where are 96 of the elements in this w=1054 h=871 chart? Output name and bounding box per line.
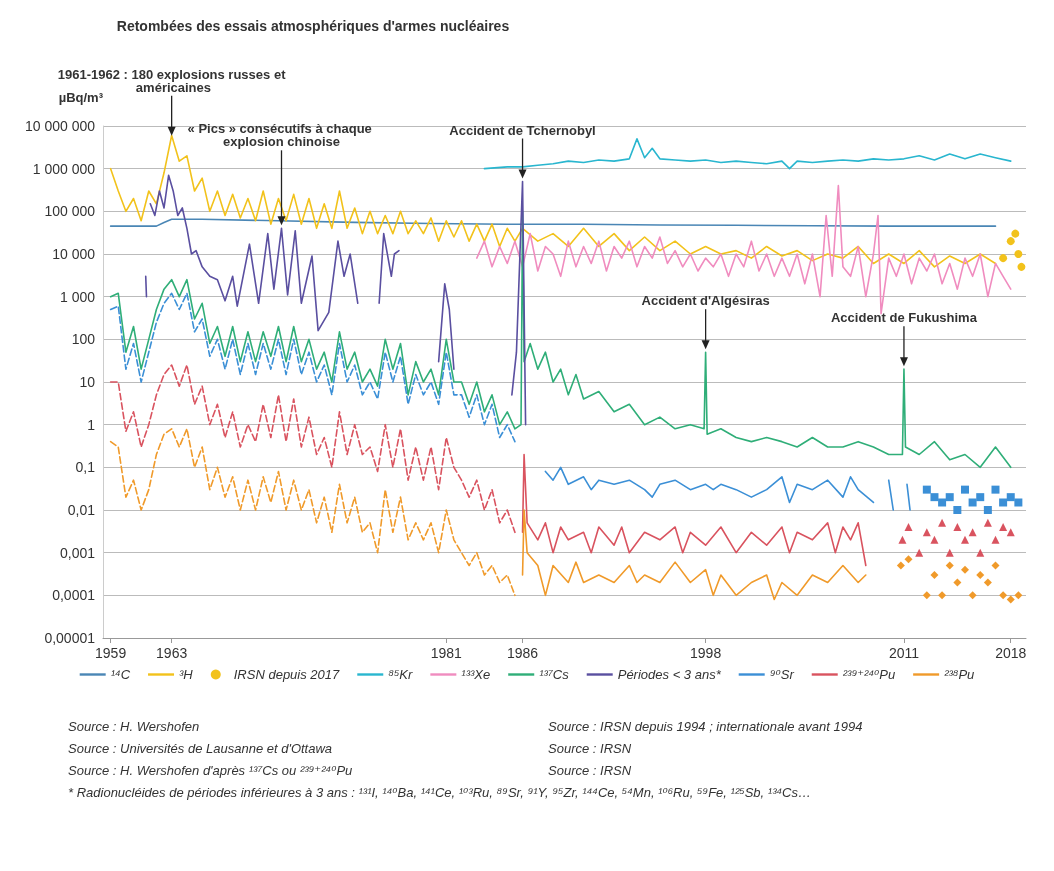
point	[968, 591, 977, 600]
point	[1006, 237, 1015, 246]
line-series	[109, 292, 516, 443]
point	[1006, 493, 1015, 502]
legend-label: IRSN depuis 2017	[233, 667, 341, 682]
point	[904, 555, 913, 564]
legend-label: Périodes < 3 ans*	[617, 667, 722, 682]
point	[968, 528, 977, 537]
point	[953, 522, 962, 531]
y-tick-label: 10 000 000	[24, 118, 96, 134]
y-tick-label: 10 000	[52, 246, 96, 262]
point	[983, 578, 992, 587]
y-tick-label: 100 000	[44, 203, 96, 220]
point	[945, 493, 954, 502]
point	[1011, 229, 1020, 238]
point	[1014, 498, 1023, 507]
source-note: Source : H. Wershofen	[68, 719, 200, 734]
point	[898, 535, 907, 544]
point	[1017, 262, 1026, 271]
point	[976, 493, 985, 502]
annotation: Accident de Tchernobyl	[449, 122, 596, 138]
line-series	[521, 453, 867, 567]
y-tick-label: 0,001	[59, 544, 96, 561]
source-note: Source : H. Wershofen d'après ¹³⁷Cs ou ²³⁹⁺²⁴⁰Pu	[68, 763, 353, 778]
legend-label: ¹³³Xe	[461, 667, 491, 682]
point	[922, 485, 931, 494]
source-note: Source : IRSN	[548, 763, 632, 778]
point	[953, 578, 962, 587]
source-note: Source : IRSN	[548, 741, 632, 756]
point	[938, 591, 947, 600]
point	[953, 506, 962, 514]
legend-label: ³H	[179, 667, 194, 682]
line-series	[483, 138, 1012, 170]
y-tick-label: 10	[79, 374, 96, 390]
legend-label: ⁸⁵Kr	[388, 667, 414, 682]
legend-label: ²³⁸Pu	[944, 667, 975, 682]
point	[1014, 250, 1023, 258]
y-tick-label: 0,01	[67, 502, 96, 518]
point	[976, 548, 985, 557]
point	[904, 522, 913, 531]
point	[960, 535, 969, 544]
point	[915, 548, 924, 557]
point	[945, 561, 954, 570]
point	[930, 535, 939, 544]
y-tick-label: 1 000 000	[32, 160, 96, 177]
x-tick-label: 1981	[430, 645, 463, 661]
line-series	[109, 428, 516, 597]
x-tick-label: 2018	[995, 645, 1027, 661]
y-tick-label: 0,0001	[52, 587, 96, 604]
point	[1014, 591, 1023, 600]
annotation: Accident de Fukushima	[830, 310, 978, 326]
y-tick-label: 1 000	[59, 288, 96, 305]
annotation: « Pics » consécutifs à chaque explosion chinoise	[187, 121, 376, 150]
point	[999, 522, 1008, 531]
point	[930, 493, 939, 502]
legend-label: ⁹⁰Sr	[769, 667, 795, 682]
point	[999, 254, 1008, 263]
point	[968, 498, 977, 507]
annotation: Accident d'Algésiras	[641, 293, 770, 309]
x-tick-label: 1986	[506, 645, 539, 661]
point	[945, 548, 954, 557]
point	[983, 518, 992, 527]
point	[991, 485, 1000, 494]
x-tick-label: 1963	[156, 645, 188, 661]
y-tick-label: 0,00001	[44, 630, 96, 646]
y-tick-label: 0,1	[75, 459, 96, 476]
legend-label: ¹³⁷Cs	[539, 667, 570, 682]
y-axis-title: µBq/m³	[58, 90, 104, 105]
source-note: Source : IRSN depuis 1994 ; internationale avant 1994	[548, 719, 863, 734]
point	[983, 506, 992, 514]
point	[1006, 595, 1015, 604]
point	[922, 591, 931, 600]
point	[991, 561, 1000, 570]
chart-title: Retombées des essais atmosphériques d'armes nucléaires	[116, 18, 510, 34]
x-tick-label: 1959	[95, 645, 127, 661]
line-series	[475, 184, 1012, 315]
point	[938, 518, 947, 527]
point	[896, 561, 905, 570]
legend-label: ¹⁴C	[110, 667, 131, 682]
point	[960, 485, 969, 494]
legend-label: ²³⁹⁺²⁴⁰Pu	[842, 667, 896, 682]
x-tick-label: 1998	[690, 645, 722, 661]
point	[938, 498, 947, 507]
point	[999, 591, 1008, 600]
line-series	[521, 509, 867, 601]
y-tick-label: 1	[87, 416, 96, 433]
x-tick-label: 2011	[888, 645, 920, 661]
line-series	[109, 364, 516, 534]
point	[991, 535, 1000, 544]
point	[930, 570, 939, 579]
y-tick-label: 100	[71, 331, 96, 348]
point	[960, 565, 969, 574]
text: * Radionucléides de périodes inférieures à 3 ans : ¹³¹I, ¹⁴⁰Ba, ¹⁴¹Ce, ¹⁰³Ru, ⁸⁹Sr, ⁹¹Y, ⁹⁵Zr, ¹⁴⁴Ce, ⁵⁴Mn, ¹⁰⁶Ru, ⁵⁹Fe, ¹²⁵Sb, ¹³⁴Cs…	[68, 785, 811, 800]
point	[976, 570, 985, 579]
point	[999, 498, 1008, 507]
source-note: Source : Universités de Lausanne et d'Ottawa	[68, 741, 333, 756]
